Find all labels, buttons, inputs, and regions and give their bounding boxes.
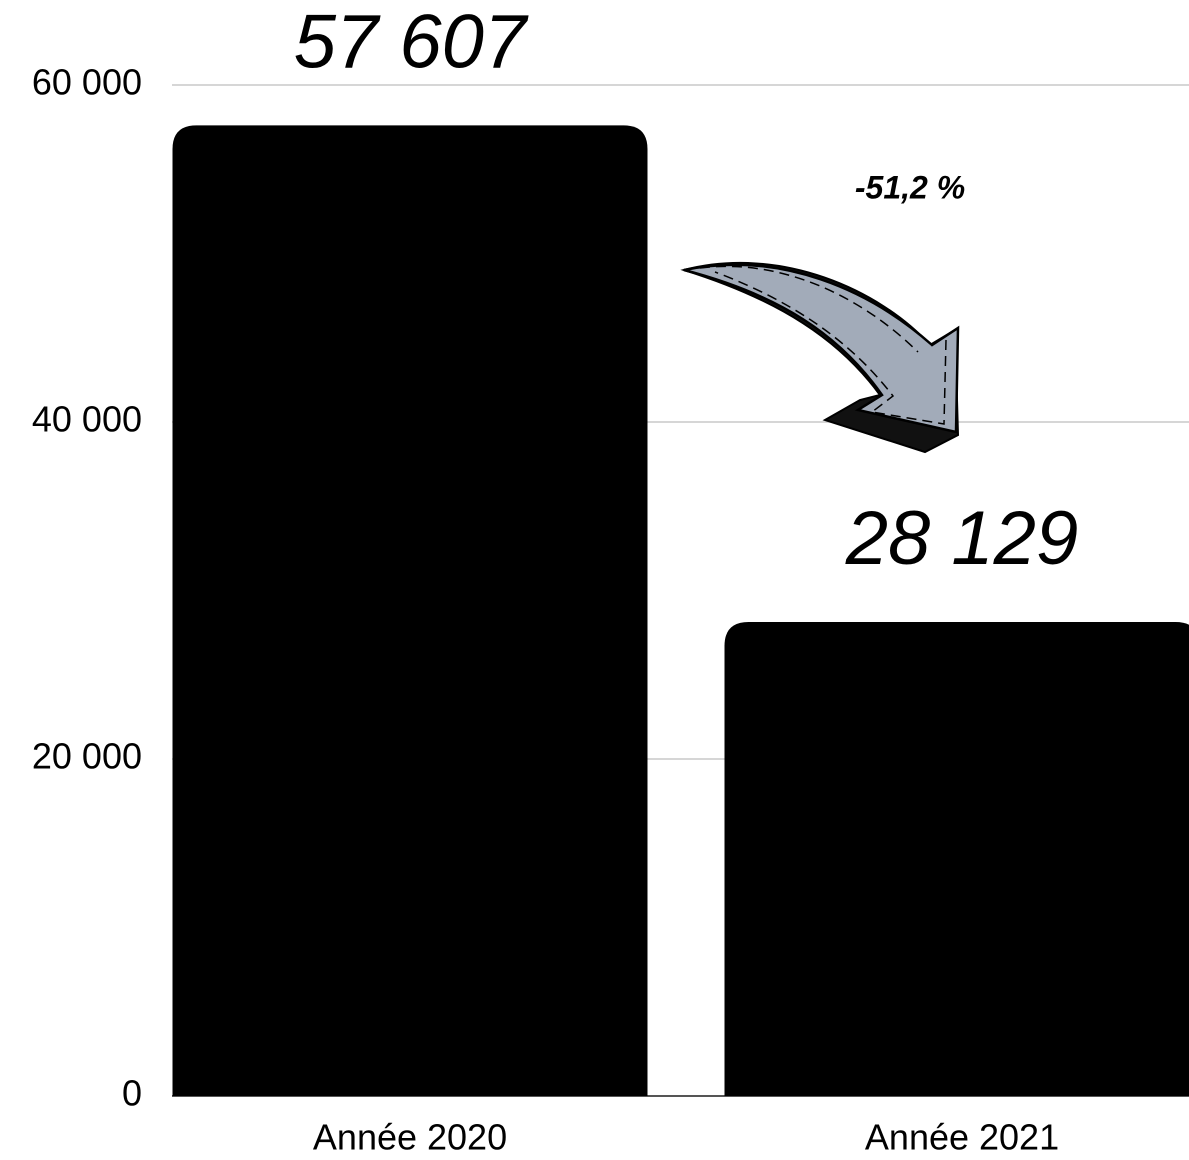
value-label: 28 129: [845, 496, 1078, 581]
value-label: 57 607: [294, 0, 529, 84]
annotation: -51,2 %: [855, 169, 965, 205]
y-tick-label: 40 000: [32, 399, 142, 440]
x-tick-label: Année 2021: [865, 1117, 1059, 1158]
y-tick-label: 0: [122, 1073, 142, 1114]
bar: [724, 622, 1189, 1096]
arrow: [680, 261, 960, 454]
bars: [172, 125, 1189, 1097]
x-tick-label: Année 2020: [313, 1117, 507, 1158]
y-tick-label: 60 000: [32, 62, 142, 103]
bar: [172, 125, 648, 1097]
y-tick-label: 20 000: [32, 736, 142, 777]
